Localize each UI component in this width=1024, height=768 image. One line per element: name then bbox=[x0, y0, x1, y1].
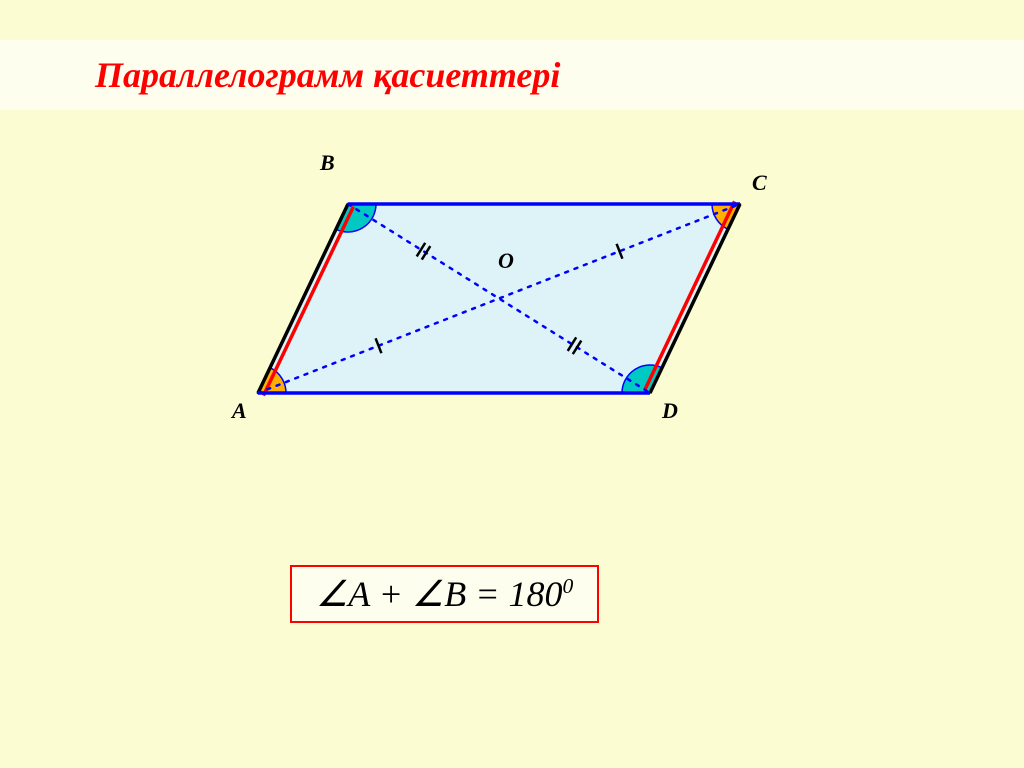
formula-box: ∠A + ∠B = 1800 bbox=[290, 565, 599, 623]
vertex-label-B: B bbox=[320, 150, 335, 176]
vertex-label-D: D bbox=[662, 398, 678, 424]
vertex-label-C: C bbox=[752, 170, 767, 196]
center-label-O: O bbox=[498, 248, 514, 274]
formula-text: ∠A + ∠B = 1800 bbox=[316, 574, 573, 614]
vertex-label-A: A bbox=[232, 398, 247, 424]
parallelogram-diagram bbox=[0, 0, 1024, 768]
